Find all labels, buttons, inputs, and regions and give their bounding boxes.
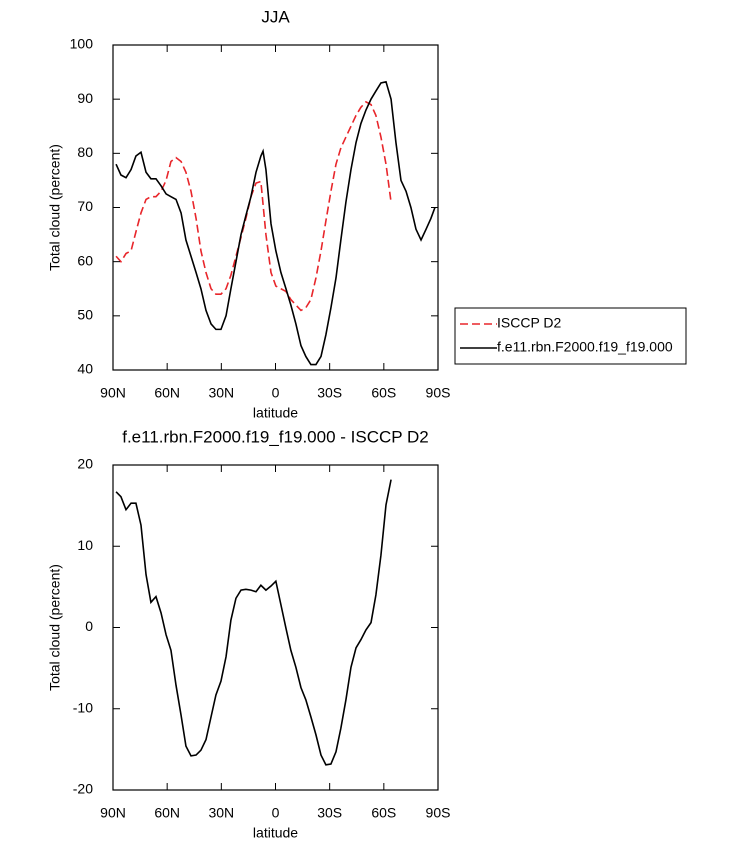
x-tick-label: 60N: [154, 385, 180, 401]
x-tick-label: 90S: [426, 805, 451, 821]
y-tick-label: 70: [77, 198, 93, 214]
data-line: [115, 100, 392, 312]
chart-title: f.e11.rbn.F2000.f19_f19.000 - ISCCP D2: [122, 427, 429, 446]
x-axis-label: latitude: [253, 825, 298, 841]
data-line: [115, 80, 436, 366]
y-tick-label: 90: [77, 90, 93, 106]
y-tick-label: 80: [77, 144, 93, 160]
y-tick-label: 40: [77, 361, 93, 377]
x-tick-label: 90S: [426, 385, 451, 401]
y-tick-label: 50: [77, 307, 93, 323]
y-tick-label: 20: [77, 456, 93, 472]
y-axis-label: Total cloud (percent): [47, 144, 63, 271]
x-tick-label: 60S: [371, 805, 396, 821]
x-tick-label: 90N: [100, 385, 126, 401]
x-axis-label: latitude: [253, 405, 298, 421]
y-tick-label: 10: [77, 537, 93, 553]
y-tick-label: -20: [73, 781, 93, 797]
x-tick-label: 30N: [208, 385, 234, 401]
x-tick-label: 60N: [154, 805, 180, 821]
legend-label: ISCCP D2: [497, 315, 562, 331]
x-tick-label: 0: [272, 805, 280, 821]
x-tick-label: 0: [272, 385, 280, 401]
chart-title: JJA: [261, 7, 290, 26]
y-tick-label: 0: [85, 618, 93, 634]
legend-label: f.e11.rbn.F2000.f19_f19.000: [497, 339, 673, 355]
y-axis-label: Total cloud (percent): [47, 564, 63, 691]
plot-frame: [112, 464, 439, 791]
x-tick-label: 60S: [371, 385, 396, 401]
y-tick-label: 60: [77, 252, 93, 268]
x-tick-label: 30S: [317, 385, 342, 401]
x-tick-label: 30S: [317, 805, 342, 821]
x-tick-label: 90N: [100, 805, 126, 821]
y-tick-label: 100: [70, 36, 94, 52]
y-tick-label: -10: [73, 699, 93, 715]
x-tick-label: 30N: [208, 805, 234, 821]
legend-box: [454, 307, 687, 365]
data-line: [115, 479, 392, 766]
